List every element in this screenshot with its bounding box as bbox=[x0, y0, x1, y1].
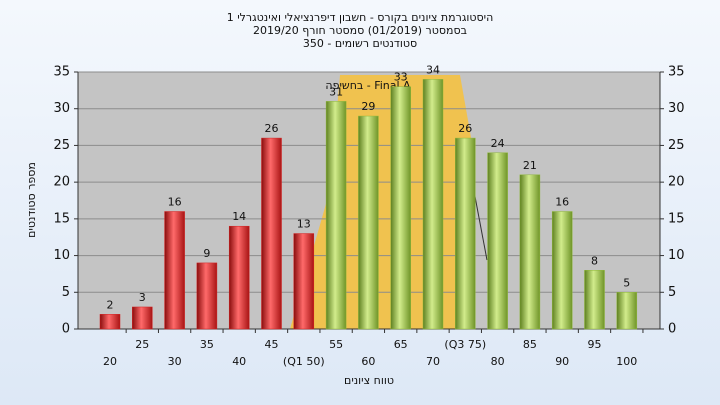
y2-tick-label: 10 bbox=[668, 248, 685, 263]
x-tick-label: (Q1 50) bbox=[283, 355, 325, 368]
y2-tick-label: 15 bbox=[668, 211, 685, 226]
y-tick-label: 30 bbox=[53, 101, 70, 116]
bar bbox=[261, 137, 282, 330]
y2-tick-label: 25 bbox=[668, 138, 685, 153]
y-tick-label: 0 bbox=[62, 322, 70, 337]
x-tick-label: 25 bbox=[135, 338, 149, 351]
bar bbox=[228, 225, 250, 330]
x-tick-label: 80 bbox=[491, 355, 505, 368]
x-tick-label: 70 bbox=[426, 355, 440, 368]
value-label: 26 bbox=[458, 122, 472, 135]
y2-tick-label: 5 bbox=[668, 285, 676, 300]
bar bbox=[390, 86, 411, 330]
value-label: 16 bbox=[555, 196, 569, 209]
value-label: 14 bbox=[232, 210, 246, 223]
bar bbox=[616, 292, 638, 330]
value-label: 13 bbox=[297, 218, 311, 231]
x-tick-label: 20 bbox=[103, 355, 117, 368]
x-tick-label: 100 bbox=[616, 355, 637, 368]
y-axis-label: מספר סטודנטים bbox=[25, 162, 38, 238]
y2-tick-label: 30 bbox=[668, 101, 685, 116]
bar bbox=[551, 211, 573, 330]
value-label: 8 bbox=[591, 254, 598, 267]
value-label: 34 bbox=[426, 63, 440, 76]
y2-tick-label: 35 bbox=[668, 65, 685, 80]
value-label: 5 bbox=[623, 276, 630, 289]
bar bbox=[293, 233, 315, 330]
x-tick-label: (Q3 75) bbox=[444, 338, 486, 351]
x-tick-label: 90 bbox=[555, 355, 569, 368]
y-tick-label: 25 bbox=[53, 138, 70, 153]
value-label: 16 bbox=[168, 196, 182, 209]
value-label: 33 bbox=[394, 71, 408, 84]
annotation: בחשיפה - Final A bbox=[325, 79, 411, 92]
bar bbox=[99, 314, 121, 330]
x-tick-label: 60 bbox=[361, 355, 375, 368]
x-tick-label: 40 bbox=[232, 355, 246, 368]
x-tick-label: 30 bbox=[168, 355, 182, 368]
value-label: 26 bbox=[265, 122, 279, 135]
x-tick-label: 65 bbox=[394, 338, 408, 351]
bar bbox=[422, 79, 444, 330]
chart-title: היסטוגרמת ציונים בקורס - חשבון דיפרנציאל… bbox=[227, 11, 494, 24]
bar bbox=[519, 174, 541, 330]
value-label: 2 bbox=[107, 298, 114, 311]
y-tick-label: 35 bbox=[53, 65, 70, 80]
bar bbox=[164, 211, 185, 330]
bar bbox=[358, 115, 379, 330]
value-label: 9 bbox=[203, 247, 210, 260]
chart-subtitle: בסמסטר (01/2019) סמסטר חורף 2019/20 bbox=[253, 24, 467, 37]
bar bbox=[132, 306, 153, 330]
x-tick-label: 35 bbox=[200, 338, 214, 351]
x-tick-label: 55 bbox=[329, 338, 343, 351]
x-tick-label: 85 bbox=[523, 338, 537, 351]
y2-tick-label: 20 bbox=[668, 175, 685, 190]
value-label: 3 bbox=[139, 291, 146, 304]
value-label: 29 bbox=[361, 100, 375, 113]
value-label: 31 bbox=[329, 85, 343, 98]
y-tick-label: 20 bbox=[53, 175, 70, 190]
value-label: 24 bbox=[491, 137, 505, 150]
value-label: 21 bbox=[523, 159, 537, 172]
y-tick-label: 10 bbox=[53, 248, 70, 263]
bar bbox=[487, 152, 508, 330]
bar bbox=[584, 270, 605, 330]
bar bbox=[325, 101, 347, 330]
y-tick-label: 5 bbox=[62, 285, 70, 300]
x-tick-label: 95 bbox=[588, 338, 602, 351]
bar bbox=[455, 137, 476, 330]
bar bbox=[196, 262, 218, 330]
y-tick-label: 15 bbox=[53, 211, 70, 226]
y2-tick-label: 0 bbox=[668, 322, 676, 337]
chart-subtitle: סטודנטים רשומים - 350 bbox=[303, 37, 417, 50]
x-tick-label: 45 bbox=[265, 338, 279, 351]
x-axis-label: טווח ציונים bbox=[344, 374, 394, 387]
